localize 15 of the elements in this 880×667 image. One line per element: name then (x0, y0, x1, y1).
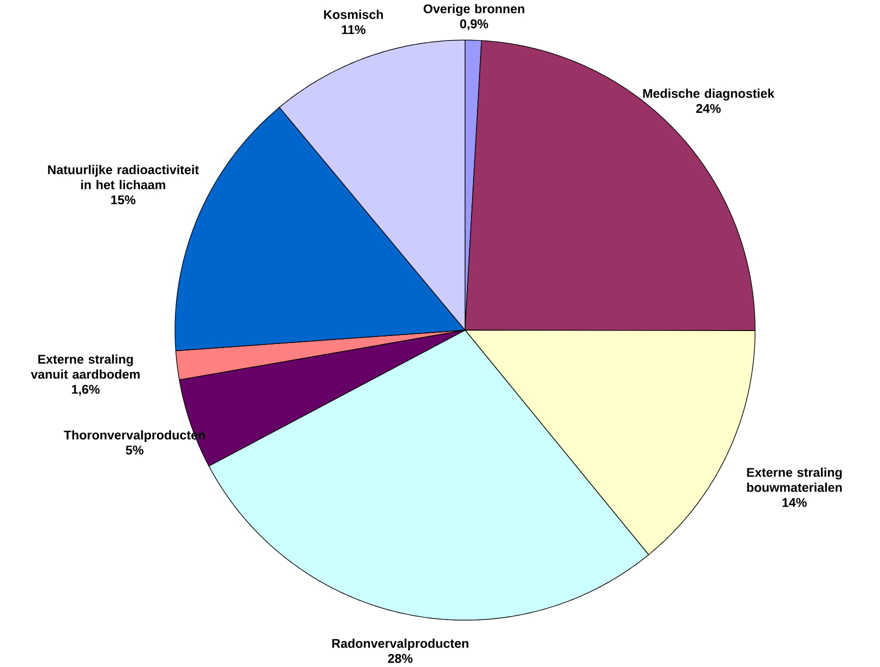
slice-label: Kosmisch (324, 10, 383, 20)
slice-label: Natuurlijke radioactiviteit in het lichaam (48, 164, 199, 190)
data-label: 15% (111, 195, 136, 204)
data-label: 0,9% (460, 19, 488, 30)
data-label: 5% (126, 446, 144, 455)
data-label: 24% (696, 104, 721, 113)
slice-label: Externe straling vanuit aardbodem (30, 354, 140, 379)
data-label: 11% (342, 25, 366, 34)
slice-label: Externe straling bouwmaterialen (747, 468, 842, 492)
slice-label: Radonvervalproducten (332, 638, 468, 650)
data-label: 28% (388, 654, 413, 663)
data-label: 1,6% (72, 384, 100, 396)
data-label: 14% (782, 498, 807, 507)
slice-label: Medische diagnostiek (643, 88, 774, 100)
slice-label: Overige bronnen (424, 4, 524, 16)
